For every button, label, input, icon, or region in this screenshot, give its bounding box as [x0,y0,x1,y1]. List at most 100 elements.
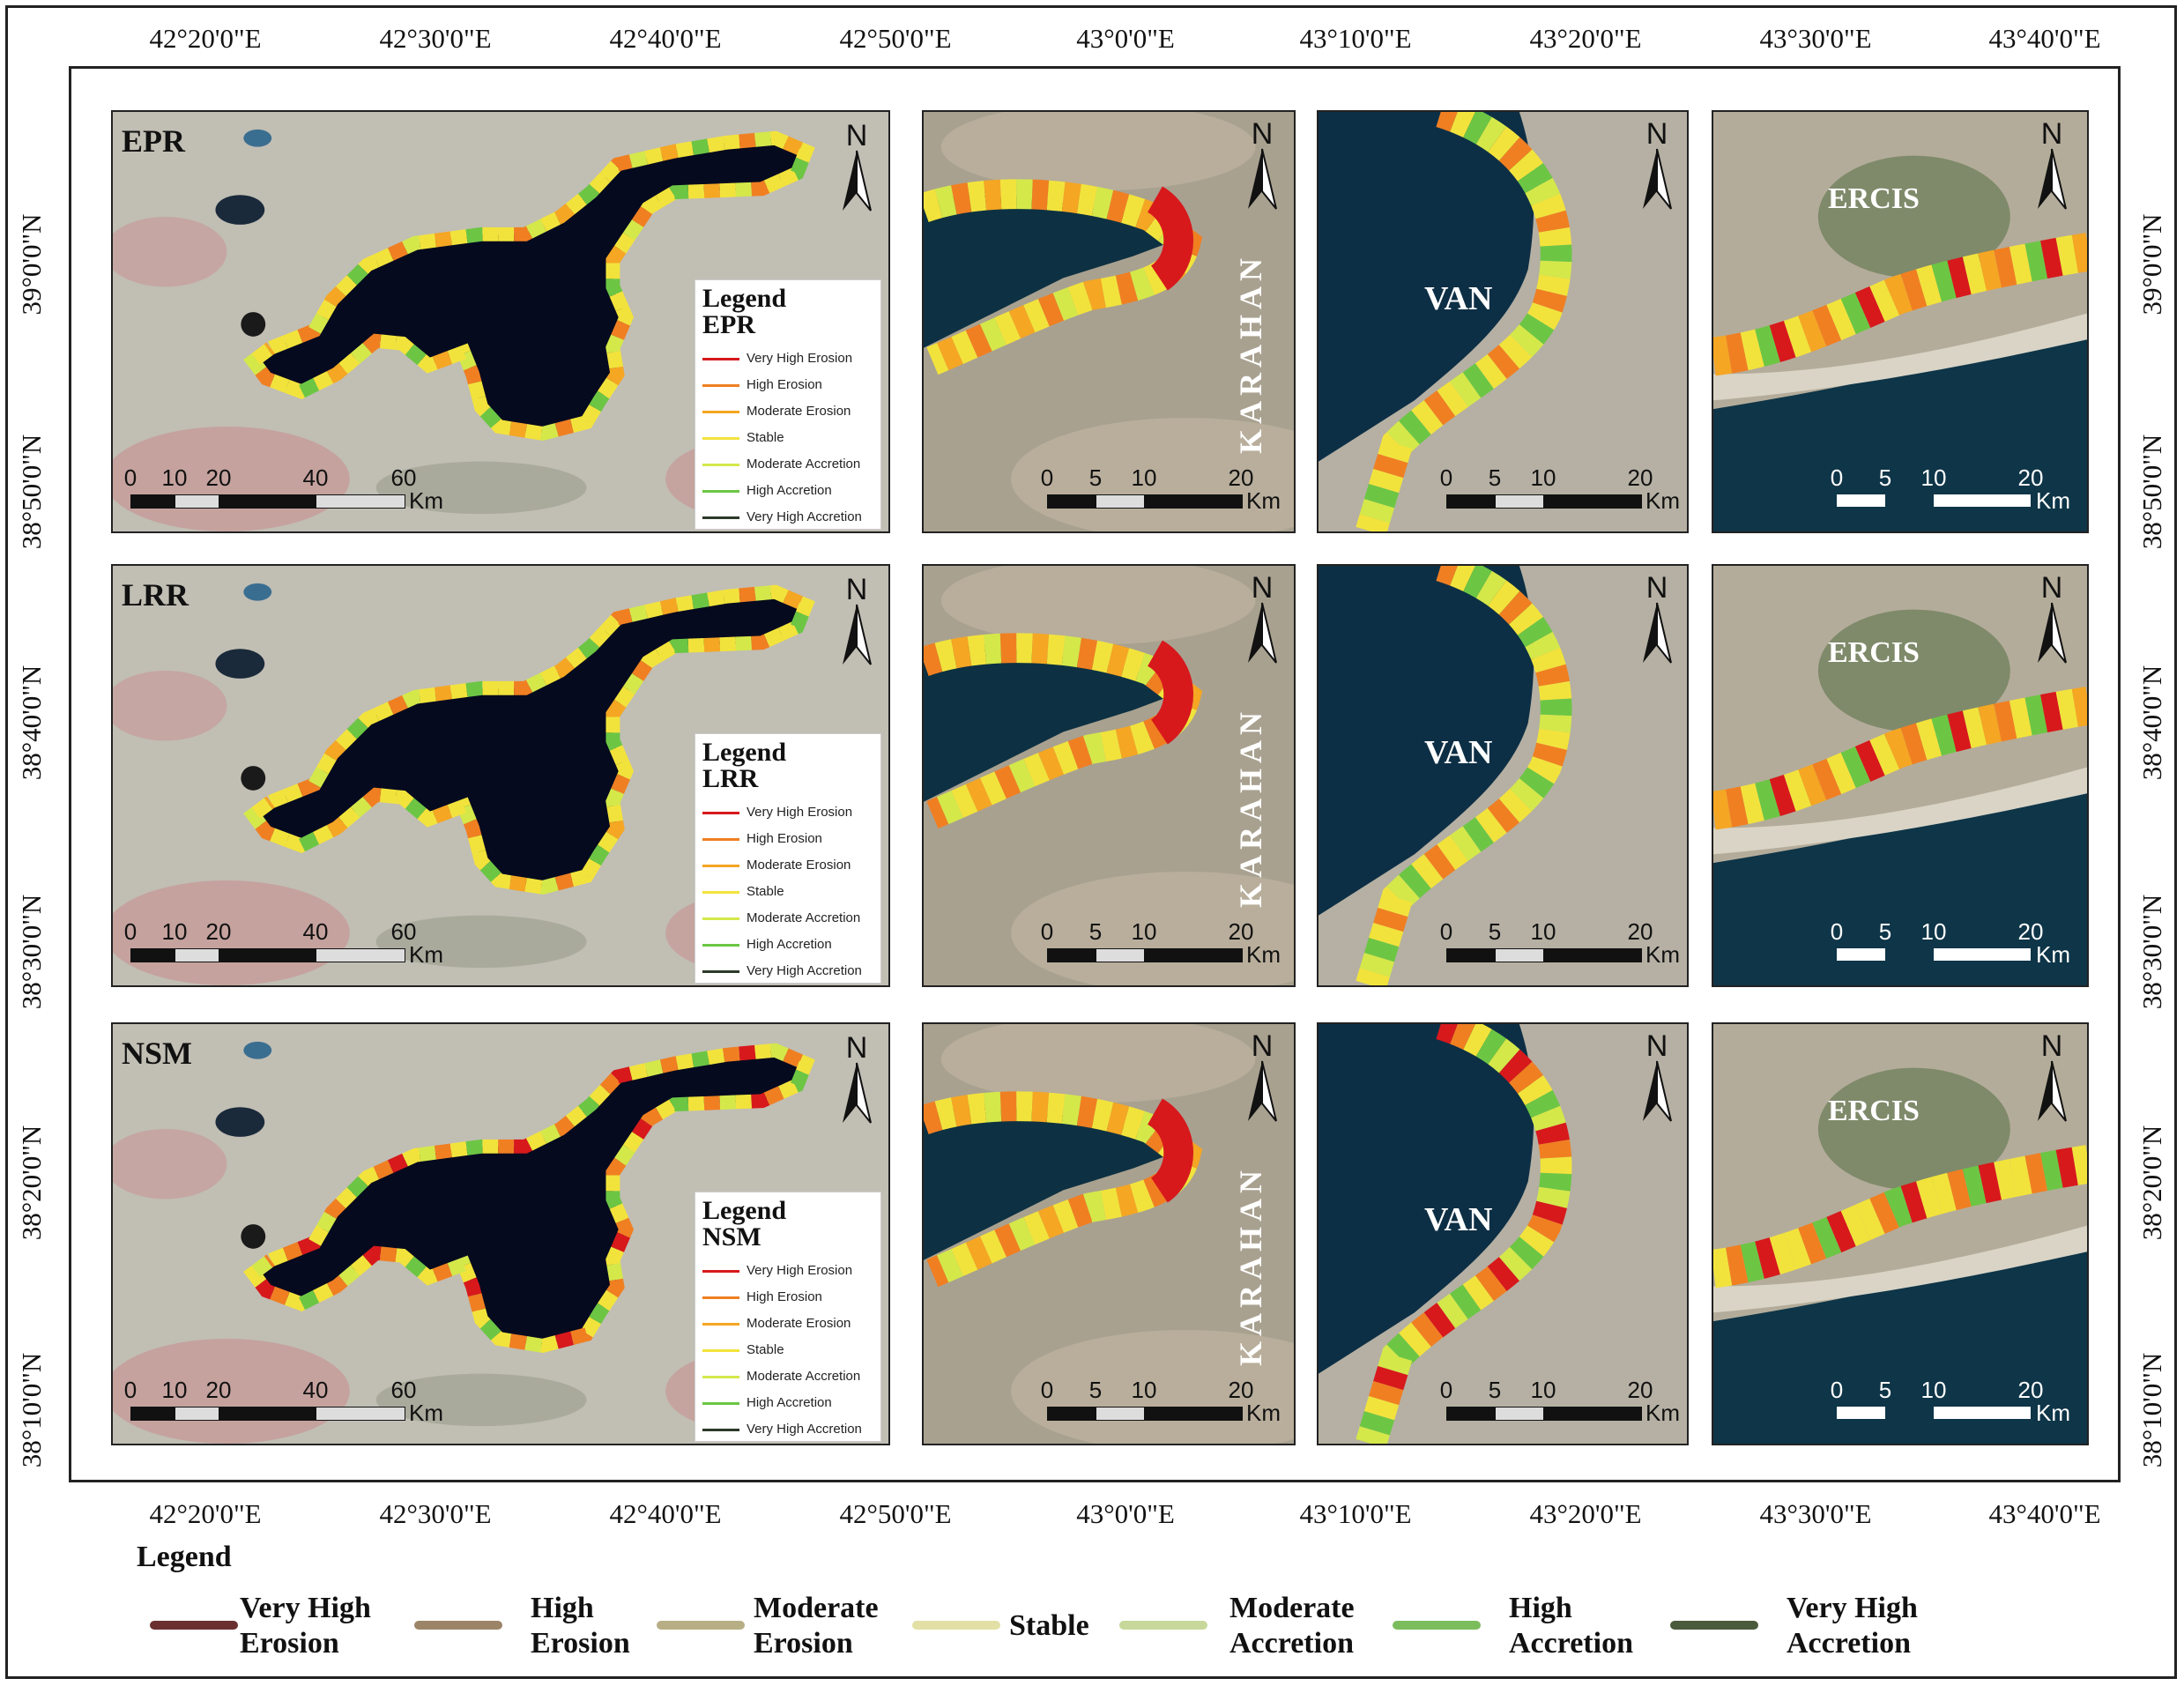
scale-bar: 0 5 10 20 Km [1041,464,1281,514]
legend-swatch [702,410,739,413]
legend-swatch [702,969,739,973]
scale-bar-label: 5 [1878,464,1892,491]
legend-item-label: Moderate Erosion [747,858,851,873]
legend-item: High Accretion [702,483,832,501]
north-arrow-icon: N [836,1031,878,1132]
legend-swatch [1393,1621,1481,1630]
scale-bar-label: 20 [2017,464,2044,491]
legend-item-label: High Accretion [747,937,832,952]
legend-swatch [702,811,739,814]
ercis-map [1713,112,2087,531]
karahan-panel: KARAHAN N 0 5 10 20 Km [922,110,1296,533]
legend-swatch [414,1621,502,1630]
scale-unit-label: Km [1645,941,1680,968]
scale-bar-label: 10 [161,464,188,491]
legend-item-label: Stable [747,430,784,445]
latitude-label-left: 38°40'0"N [16,665,47,781]
legend-swatch [150,1621,238,1630]
legend-item: Stable [702,1342,784,1360]
legend-swatch [702,1322,739,1326]
scale-bar-label: 0 [1040,1377,1054,1403]
scale-bar-label: 60 [390,1377,417,1403]
latitude-label-left: 38°20'0"N [16,1125,47,1241]
legend-swatch [702,383,739,387]
panel-legend: Legend LRR Very High Erosion High Erosion Mo… [695,733,881,984]
scale-unit-label: Km [409,941,443,968]
figure-border [5,5,2177,1679]
north-arrow-icon: N [1241,571,1283,672]
legend-swatch [702,1269,739,1273]
karahan-panel: KARAHAN N 0 5 10 20 Km [922,564,1296,987]
scale-bar-label: 0 [1439,1377,1453,1403]
van-panel: VAN N 0 5 10 20 Km [1317,564,1689,987]
legend-title: Legend [702,1196,787,1225]
legend-swatch [702,837,739,841]
legend-item: Very High Accretion [702,509,862,527]
longitude-label-top: 43°30'0"E [1759,23,1872,54]
legend-item: Very High Erosion [702,805,852,822]
karahan-panel: KARAHAN N 0 5 10 20 Km [922,1022,1296,1445]
legend-swatch [702,917,739,920]
place-label-van: VAN [1424,280,1493,317]
scale-bar-label: 5 [1878,1377,1892,1403]
scale-bar-label: 0 [1830,1377,1844,1403]
latitude-label-right: 38°30'0"N [2136,894,2167,1010]
longitude-label-top: 43°40'0"E [1988,23,2101,54]
scale-bar-label: 0 [1040,464,1054,491]
longitude-label-top: 42°50'0"E [839,23,952,54]
north-arrow-icon: N [2031,117,2073,218]
legend-swatch [702,516,739,519]
scale-bar-label: 10 [1920,1377,1947,1403]
panel-legend: Legend EPR Very High Erosion High Erosion Mo… [695,279,881,530]
legend-swatch [1119,1621,1207,1630]
main-legend-label: Stable [1009,1609,1089,1642]
scale-bar-label: 20 [1228,1377,1254,1403]
north-arrow-icon: N [2031,571,2073,672]
method-label: NSM [122,1036,192,1071]
legend-method: LRR [702,764,759,793]
scale-bar: 0 5 10 20 Km [1440,1377,1680,1426]
legend-method: EPR [702,310,755,339]
north-arrow-icon: N [1636,1029,1678,1130]
legend-item-label: Very High Accretion [747,1422,862,1437]
ercis-panel: ERCIS N 0 5 10 20 Km [1712,1022,2089,1445]
main-legend-label: Very High Accretion [1787,1592,1918,1660]
scale-bar-label: 10 [161,918,188,945]
legend-item-label: High Erosion [747,1289,822,1304]
longitude-label-bottom: 43°30'0"E [1759,1498,1872,1529]
overview-panel-nsm: NSM N Legend NSM Very High Erosion High Erosi… [111,1022,890,1445]
scale-unit-label: Km [2036,487,2070,514]
legend-item-label: Moderate Accretion [747,910,861,925]
legend-item: Very High Erosion [702,351,852,368]
scale-bar-label: 0 [1439,918,1453,945]
place-label-van: VAN [1424,734,1493,771]
ercis-panel: ERCIS N 0 5 10 20 Km [1712,110,2089,533]
scale-bar-label: 0 [1040,918,1054,945]
legend-item: Moderate Accretion [702,457,860,474]
legend-item-label: Moderate Accretion [747,1369,861,1384]
latitude-label-right: 38°50'0"N [2136,434,2167,550]
legend-item: High Erosion [702,377,822,395]
scale-unit-label: Km [2036,941,2070,968]
scale-bar: 0 10 20 40 60 Km [124,1377,443,1426]
legend-swatch [702,890,739,894]
scale-bar-label: 10 [1131,464,1157,491]
scale-unit-label: Km [1645,487,1680,514]
legend-swatch [702,1401,739,1405]
legend-swatch [912,1621,1000,1630]
scale-bar-label: 10 [1920,918,1947,945]
method-label: LRR [122,577,189,613]
scale-bar: 0 5 10 20 Km [1440,464,1680,514]
place-label-ercis: ERCIS [1828,636,1920,669]
legend-item: Moderate Accretion [702,910,860,928]
longitude-label-top: 43°20'0"E [1529,23,1642,54]
karahan-map [924,566,1294,985]
scale-bar-label: 20 [1228,918,1254,945]
legend-item: Very High Erosion [702,1263,852,1281]
place-label-ercis: ERCIS [1828,1095,1920,1127]
north-arrow-icon: N [1241,117,1283,218]
main-legend-label: Moderate Erosion [754,1592,879,1660]
longitude-label-top: 42°20'0"E [149,23,262,54]
overview-panel-epr: EPR N Legend EPR Very High Erosion High Erosi… [111,110,890,533]
scale-bar: 0 5 10 20 Km [1831,464,2070,514]
